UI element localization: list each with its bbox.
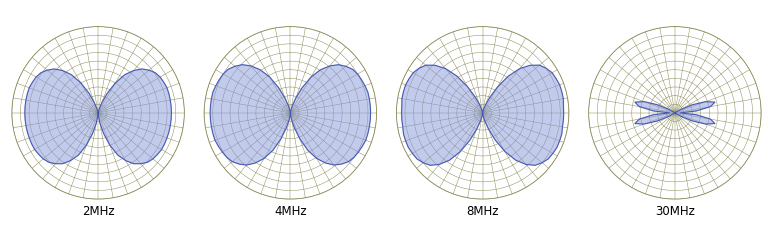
Title: 30MHz: 30MHz [655, 204, 695, 217]
Polygon shape [25, 70, 172, 164]
Title: 4MHz: 4MHz [274, 204, 307, 217]
Polygon shape [635, 102, 715, 125]
Title: 2MHz: 2MHz [82, 204, 114, 217]
Polygon shape [401, 66, 564, 166]
Polygon shape [210, 65, 370, 165]
Title: 8MHz: 8MHz [466, 204, 499, 217]
